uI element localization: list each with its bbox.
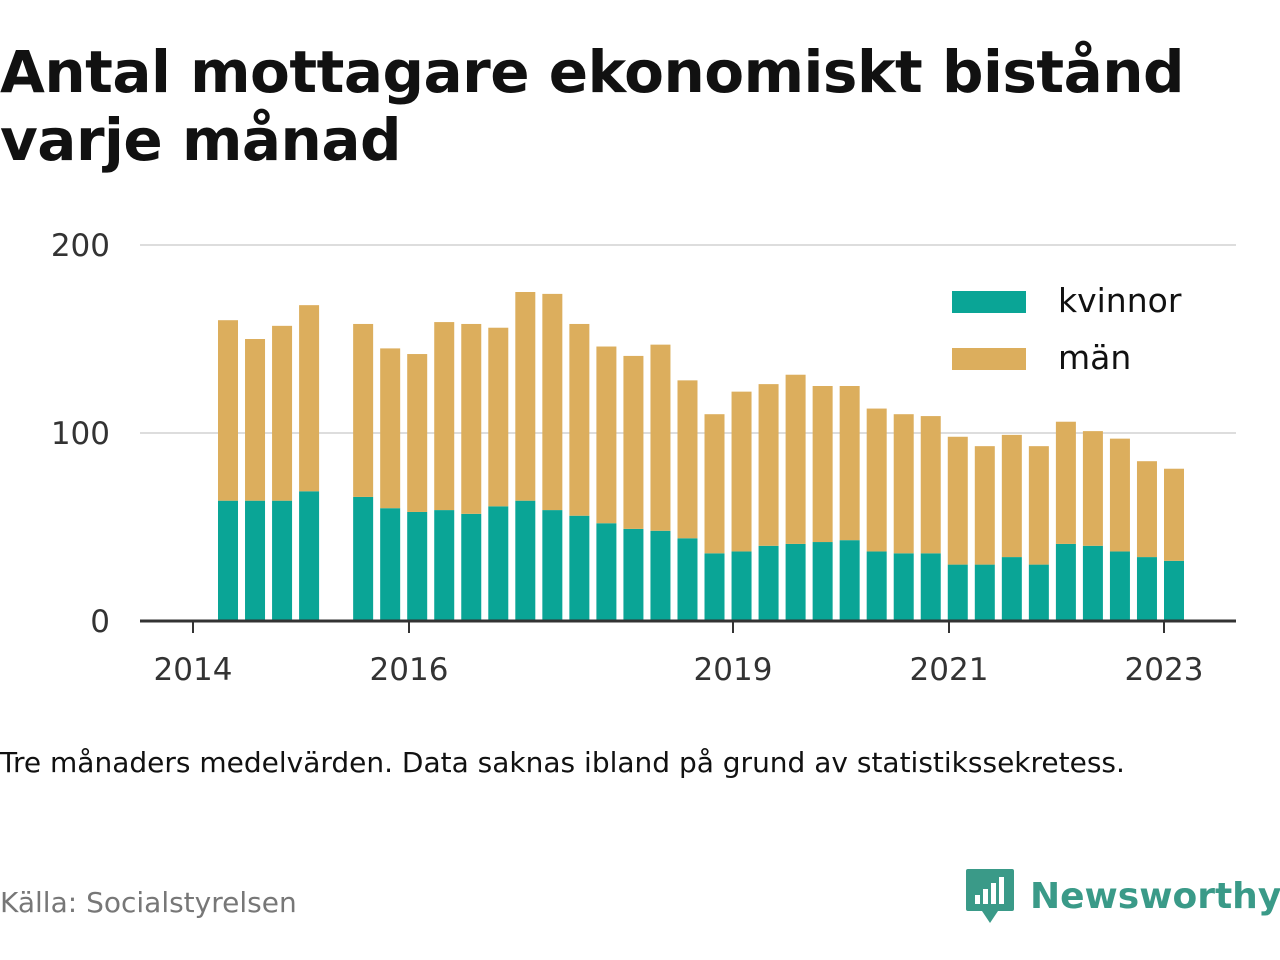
legend-label-kvinnor: kvinnor (1058, 281, 1182, 320)
bar-kvinnor-29 (1001, 557, 1022, 621)
bar-kvinnor-9 (461, 513, 482, 621)
bar-man-3 (299, 305, 320, 492)
bar-kvinnor-11 (515, 500, 536, 621)
brand-name: Newsworthy (1030, 875, 1280, 917)
bar-man-26 (920, 416, 941, 554)
bar-man-27 (947, 436, 968, 565)
bar-kvinnor-15 (623, 528, 644, 621)
bar-kvinnor-2 (272, 500, 293, 621)
bar-man-16 (650, 344, 671, 531)
bar-man-17 (677, 380, 698, 539)
bar-kvinnor-16 (650, 530, 671, 621)
bar-kvinnor-12 (542, 510, 563, 621)
bar-kvinnor-31 (1055, 543, 1076, 621)
bar-man-8 (434, 322, 455, 511)
bar-man-1 (245, 339, 266, 501)
bar-kvinnor-21 (785, 543, 806, 621)
bar-man-19 (731, 391, 752, 552)
bar-kvinnor-27 (947, 564, 968, 621)
chart-note: Tre månaders medelvärden. Data saknas ib… (0, 746, 1125, 779)
bar-man-6 (380, 348, 401, 509)
y-tick-label-200: 200 (51, 228, 110, 264)
bar-man-18 (704, 414, 725, 554)
x-tick-label-2016: 2016 (370, 652, 449, 688)
x-tick-label-2021: 2021 (910, 652, 989, 688)
bar-kvinnor-25 (893, 553, 914, 621)
bar-man-14 (596, 346, 617, 524)
bar-man-5 (353, 323, 374, 497)
bar-man-23 (839, 386, 860, 541)
bar-kvinnor-7 (407, 511, 428, 621)
bar-kvinnor-22 (812, 542, 833, 621)
bar-kvinnor-30 (1028, 564, 1049, 621)
bar-kvinnor-1 (245, 500, 266, 621)
bar-kvinnor-19 (731, 551, 752, 621)
bar-kvinnor-35 (1164, 560, 1184, 621)
y-tick-label-100: 100 (51, 416, 110, 452)
bar-kvinnor-28 (974, 564, 995, 621)
bar-man-21 (785, 374, 806, 544)
x-tick-label-2023: 2023 (1125, 652, 1204, 688)
bar-man-11 (515, 292, 536, 501)
bar-kvinnor-5 (353, 496, 374, 621)
bar-kvinnor-6 (380, 508, 401, 621)
brand-logo[interactable]: Newsworthy (964, 866, 1280, 926)
bar-kvinnor-13 (569, 515, 590, 621)
bar-kvinnor-10 (488, 506, 509, 621)
bar-kvinnor-3 (299, 491, 320, 621)
chart-title: Antal mottagare ekonomiskt bistånd varje… (0, 38, 1280, 174)
y-tick-label-0: 0 (90, 604, 110, 640)
bar-kvinnor-20 (758, 545, 779, 621)
bar-kvinnor-24 (866, 551, 887, 621)
bar-kvinnor-8 (434, 510, 455, 621)
bar-kvinnor-23 (839, 540, 860, 621)
bar-man-7 (407, 354, 428, 512)
bar-kvinnor-33 (1109, 551, 1130, 621)
bar-man-13 (569, 323, 590, 516)
bar-man-35 (1164, 468, 1184, 561)
x-tick-label-2019: 2019 (694, 652, 773, 688)
bar-kvinnor-18 (704, 553, 725, 621)
bar-man-34 (1136, 461, 1157, 558)
bar-kvinnor-34 (1136, 557, 1157, 621)
newsworthy-logo-icon (966, 869, 1014, 923)
bar-man-32 (1082, 431, 1103, 546)
legend-swatch-man (952, 348, 1026, 370)
bar-kvinnor-32 (1082, 545, 1103, 621)
bar-man-9 (461, 323, 482, 514)
chart-title-line-2: varje månad (0, 106, 401, 174)
legend-swatch-kvinnor (952, 291, 1026, 313)
bar-man-10 (488, 327, 509, 507)
bar-man-12 (542, 293, 563, 511)
bar-man-2 (272, 325, 293, 501)
bar-kvinnor-17 (677, 538, 698, 621)
bar-man-25 (893, 414, 914, 554)
chart-title-line-1: Antal mottagare ekonomiskt bistånd (0, 38, 1185, 106)
bar-man-31 (1055, 421, 1076, 544)
bar-man-20 (758, 384, 779, 546)
stacked-bar-chart: 0 100 200 2014 2016 2019 2021 2023 kvinnor män (51, 228, 1236, 688)
bar-kvinnor-0 (218, 500, 238, 621)
bar-man-33 (1109, 438, 1130, 552)
bar-kvinnor-14 (596, 523, 617, 621)
bar-man-15 (623, 355, 644, 529)
legend-label-man: män (1058, 338, 1131, 377)
bar-man-29 (1001, 434, 1022, 558)
bar-man-28 (974, 446, 995, 565)
x-tick-label-2014: 2014 (154, 652, 233, 688)
bar-man-30 (1028, 446, 1049, 565)
bar-man-22 (812, 386, 833, 543)
bar-man-24 (866, 408, 887, 552)
bar-man-0 (218, 320, 238, 501)
bar-kvinnor-26 (920, 553, 941, 621)
source-credit: Källa: Socialstyrelsen (0, 886, 297, 919)
